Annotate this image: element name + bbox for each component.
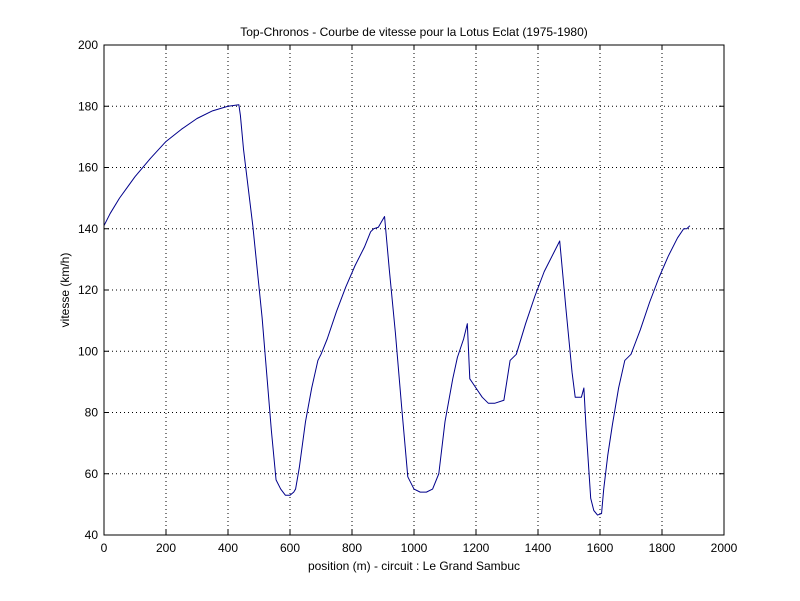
- x-tick-label: 400: [218, 541, 238, 555]
- y-tick-label: 100: [78, 344, 98, 358]
- y-tick-labels: 40 60 80 100 120 140 160 180 200: [78, 38, 98, 542]
- x-tick-label: 0: [101, 541, 108, 555]
- grid-lines: [104, 45, 724, 535]
- x-tick-label: 1200: [463, 541, 490, 555]
- y-tick-label: 120: [78, 283, 98, 297]
- x-tick-label: 1800: [649, 541, 676, 555]
- y-axis-label: vitesse (km/h): [58, 253, 72, 328]
- y-tick-label: 60: [85, 467, 99, 481]
- x-axis-label: position (m) - circuit : Le Grand Sambuc: [308, 559, 520, 573]
- y-tick-label: 80: [85, 406, 99, 420]
- x-tick-label: 200: [156, 541, 176, 555]
- speed-series-line: [103, 104, 691, 516]
- y-tick-label: 140: [78, 222, 98, 236]
- x-tick-labels: 0 200 400 600 800 1000 1200 1400 1600 1800 2000: [101, 541, 738, 555]
- y-tick-label: 160: [78, 161, 98, 175]
- x-tick-label: 2000: [711, 541, 738, 555]
- y-tick-label: 200: [78, 38, 98, 52]
- y-tick-label: 180: [78, 99, 98, 113]
- chart-title: Top-Chronos - Courbe de vitesse pour la …: [240, 25, 588, 39]
- axis-ticks: [103, 44, 725, 536]
- y-tick-label: 40: [85, 528, 99, 542]
- x-tick-label: 800: [342, 541, 362, 555]
- x-tick-label: 1000: [401, 541, 428, 555]
- x-tick-label: 1400: [525, 541, 552, 555]
- x-tick-label: 1600: [587, 541, 614, 555]
- x-tick-label: 600: [280, 541, 300, 555]
